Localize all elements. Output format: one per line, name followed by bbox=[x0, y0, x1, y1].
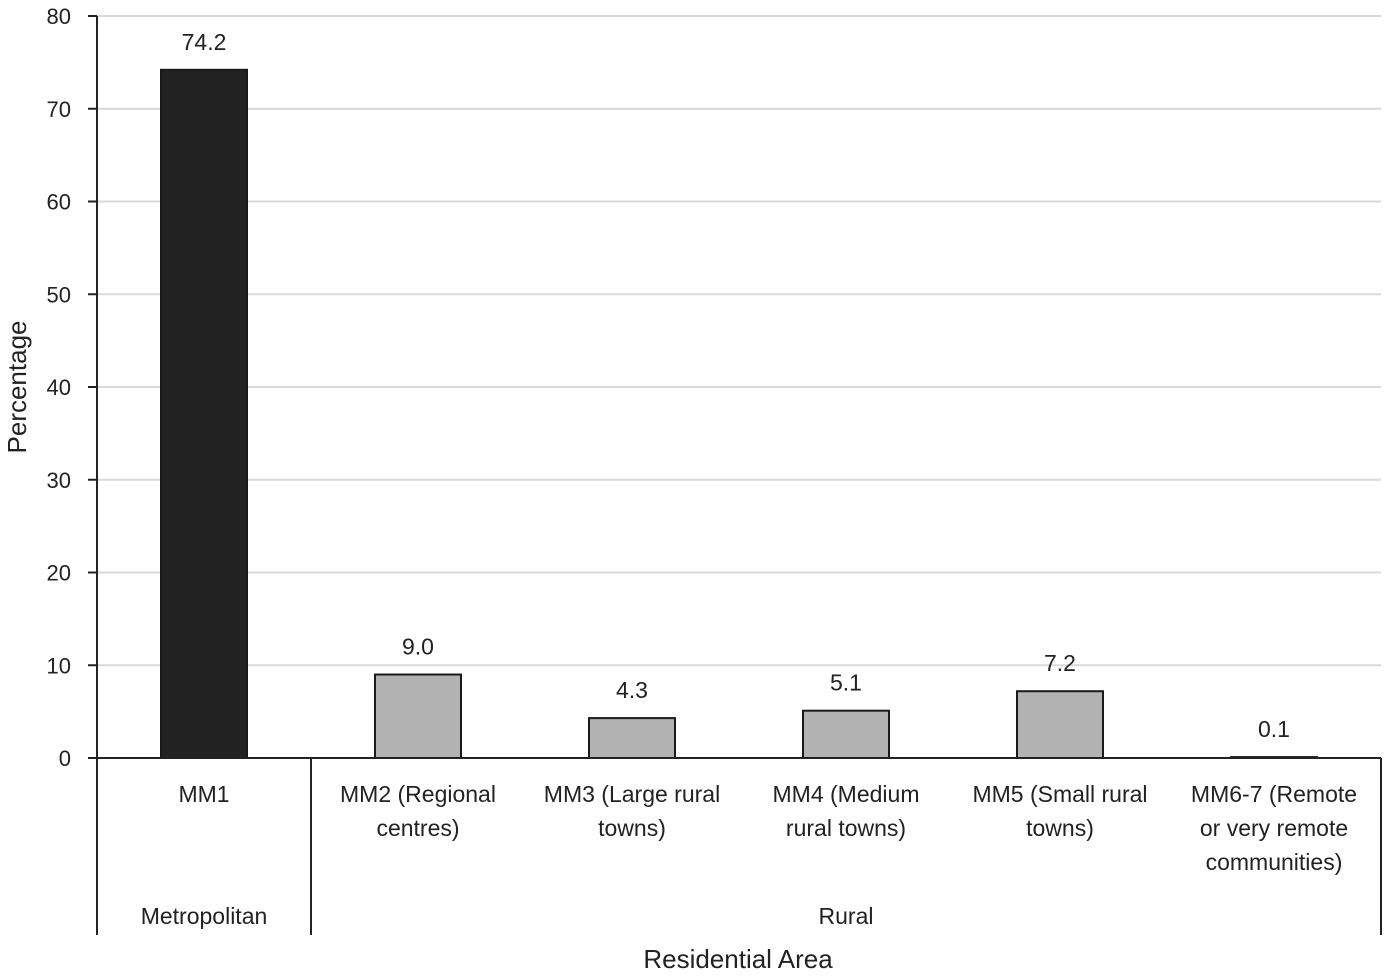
data-label: 5.1 bbox=[830, 670, 862, 696]
category-label: MM4 (Medium rural towns) bbox=[773, 781, 920, 841]
y-axis-title: Percentage bbox=[2, 321, 32, 454]
category-label: MM1 bbox=[178, 781, 229, 807]
data-label: 4.3 bbox=[616, 677, 648, 703]
data-label: 9.0 bbox=[402, 634, 434, 660]
labels: 0 10 20 30 40 50 60 70 80 74.2 MM1 9.0 MM2 (Regional… bbox=[47, 4, 1358, 929]
y-tick-label: 0 bbox=[59, 746, 71, 771]
bars bbox=[160, 68, 1318, 760]
y-tick-label: 30 bbox=[47, 468, 71, 493]
y-tick-label: 70 bbox=[47, 97, 71, 122]
bar-1 bbox=[160, 68, 248, 760]
bar-4 bbox=[802, 709, 890, 760]
category-label: MM3 (Large rural towns) bbox=[544, 781, 720, 841]
axes bbox=[88, 15, 1382, 935]
bar-2 bbox=[374, 673, 462, 760]
bar-5 bbox=[1016, 690, 1104, 759]
category-label: MM6-7 (Remote or very remote communities) bbox=[1191, 781, 1357, 875]
y-tick-label: 60 bbox=[47, 190, 71, 215]
y-tick-label: 40 bbox=[47, 375, 71, 400]
data-label: 74.2 bbox=[182, 29, 227, 55]
category-label: MM5 (Small rural towns) bbox=[972, 781, 1147, 841]
y-tick-label: 80 bbox=[47, 4, 71, 29]
category-label: MM2 (Regional centres) bbox=[340, 781, 496, 841]
gridlines bbox=[97, 15, 1381, 667]
bar-3 bbox=[588, 717, 676, 759]
y-tick-label: 50 bbox=[47, 282, 71, 307]
data-label: 0.1 bbox=[1258, 716, 1290, 742]
y-tick-label: 10 bbox=[47, 653, 71, 678]
x-axis-title: Residential Area bbox=[643, 944, 833, 974]
y-tick-label: 20 bbox=[47, 561, 71, 586]
group-label: Rural bbox=[819, 903, 874, 929]
group-label: Metropolitan bbox=[141, 903, 268, 929]
data-label: 7.2 bbox=[1044, 650, 1076, 676]
